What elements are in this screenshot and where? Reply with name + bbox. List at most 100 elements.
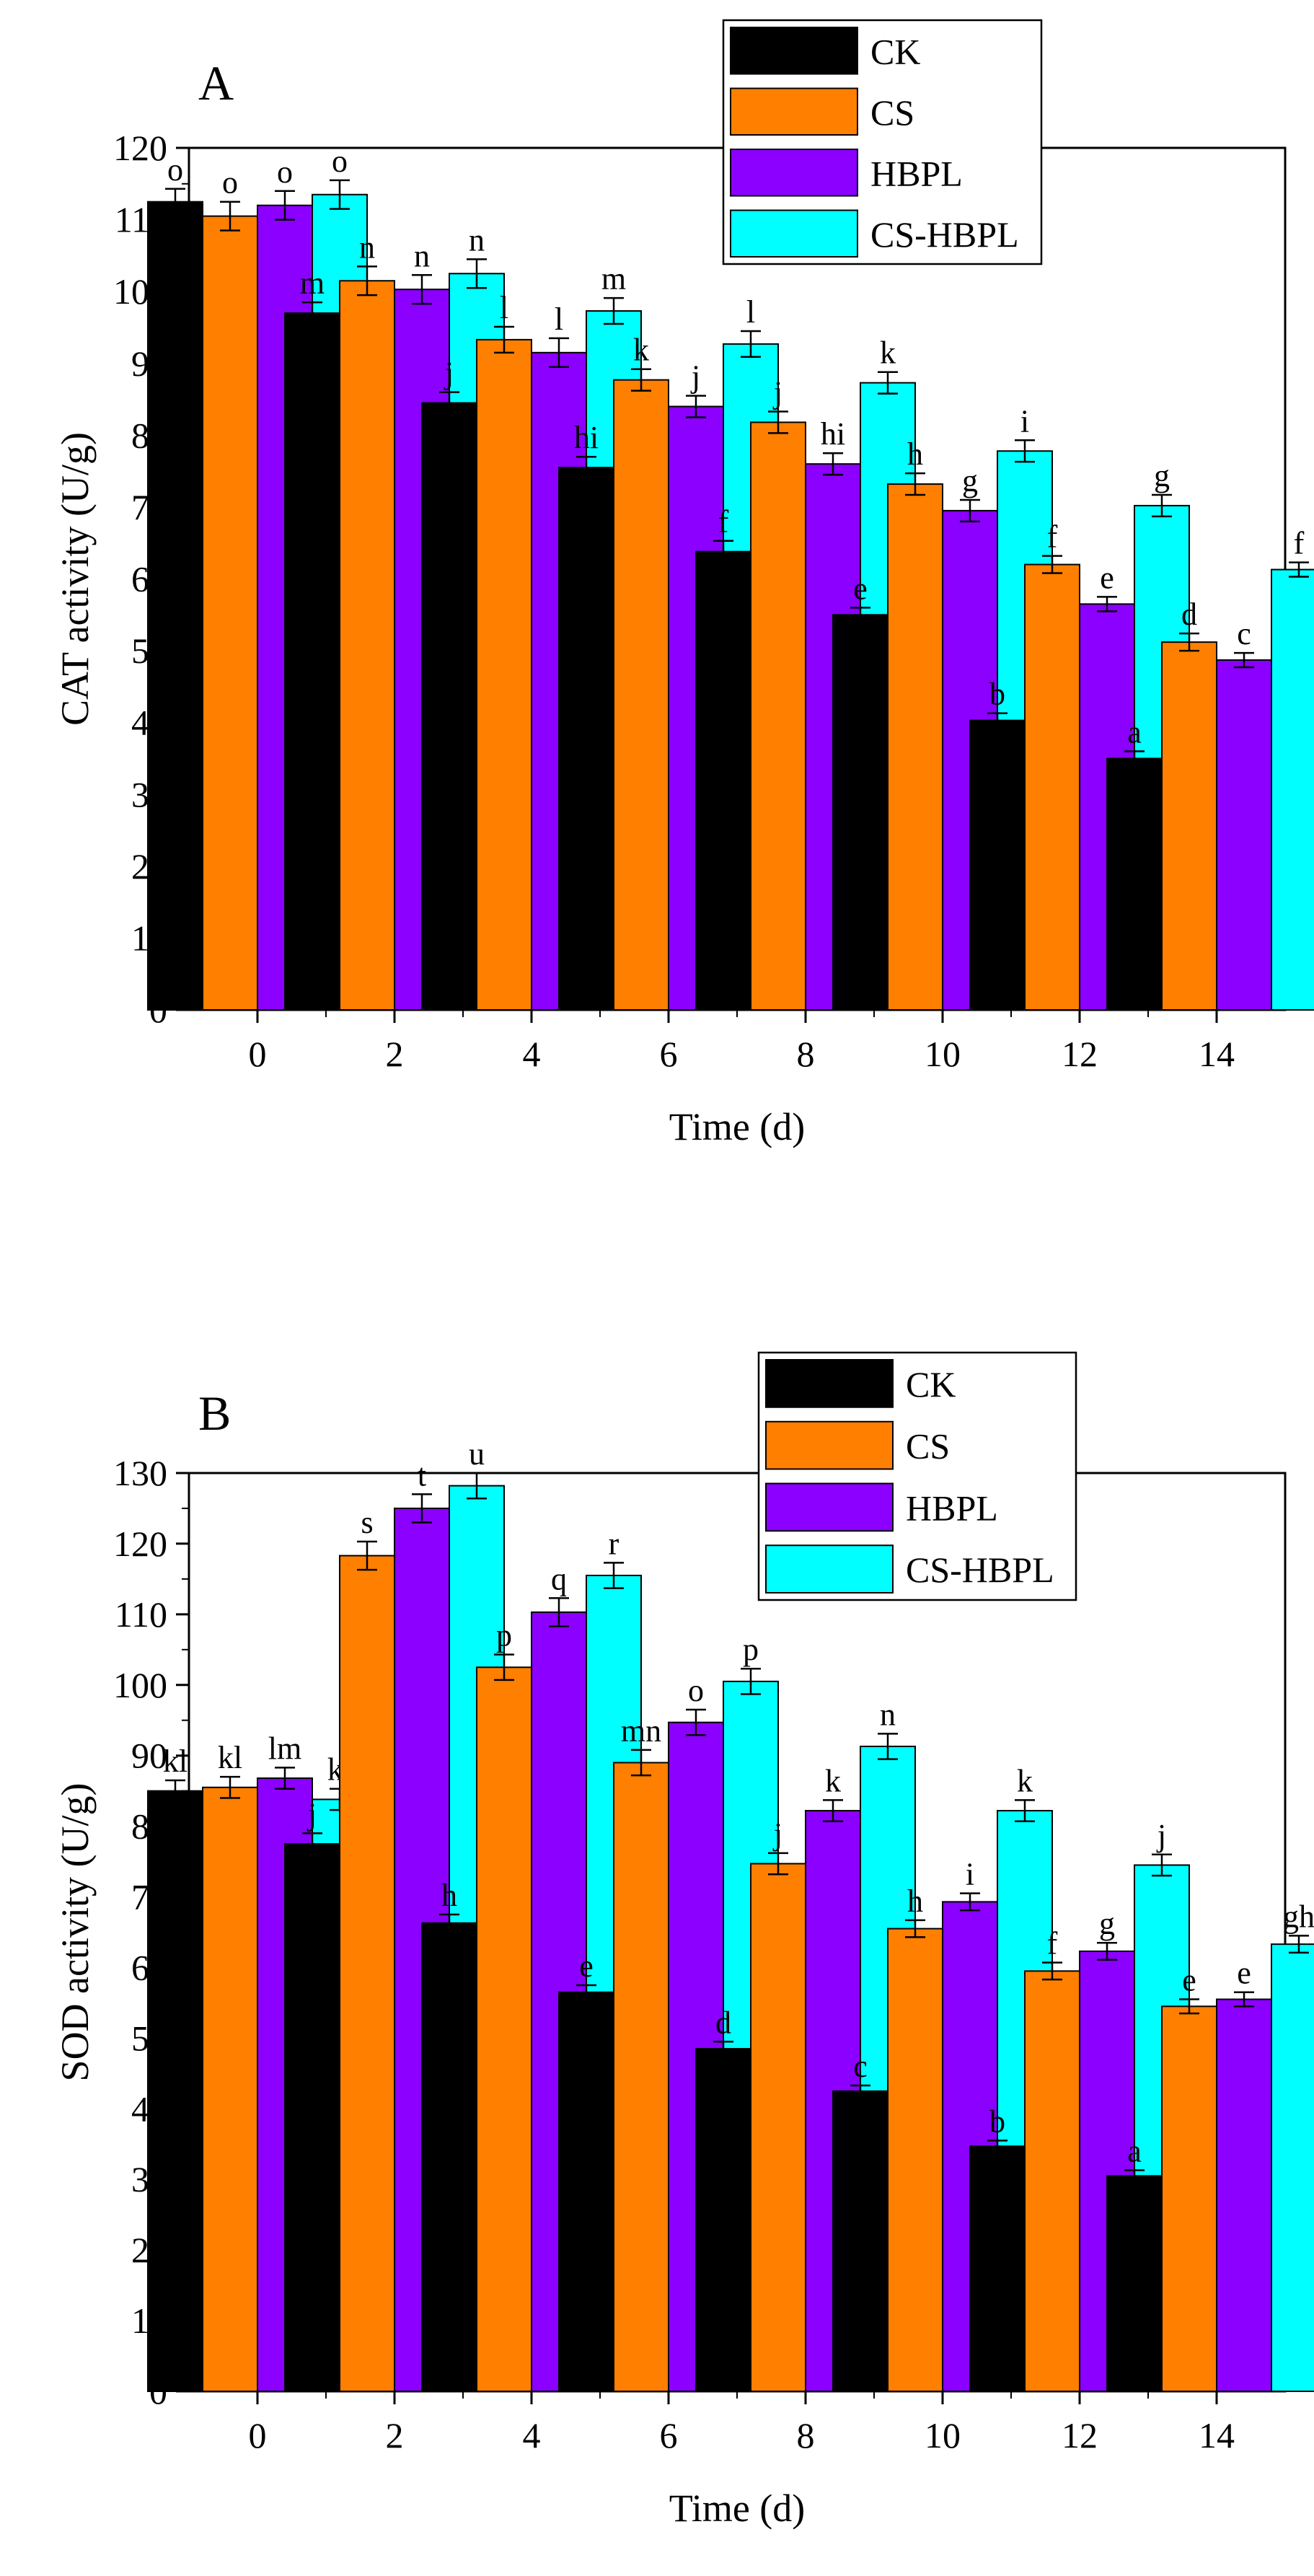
bar-ck: [284, 312, 340, 1011]
x-tick-label: 12: [1062, 1034, 1098, 1074]
bar-cs: [476, 338, 532, 1011]
bar-cs: [750, 1863, 806, 2393]
bar-cs: [1024, 1970, 1080, 2392]
bar-hbpl: [1216, 1998, 1272, 2392]
significance-letter: n: [414, 238, 430, 273]
significance-letter: a: [1127, 2134, 1142, 2169]
significance-letter: e: [579, 1948, 594, 1984]
panel-label: A: [198, 56, 234, 110]
significance-letter: hi: [821, 416, 845, 452]
y-tick-label: 90: [131, 1736, 167, 1776]
legend-label: CS-HBPL: [906, 1549, 1054, 1590]
bar-cs: [1024, 563, 1080, 1011]
legend-swatch-ck: [730, 27, 858, 75]
legend-label: HBPL: [870, 153, 963, 193]
y-tick-label: 120: [113, 128, 167, 168]
significance-letter: r: [609, 1526, 619, 1561]
bar-cs: [887, 483, 943, 1011]
significance-letter: p: [743, 1632, 759, 1667]
x-tick-label: 2: [386, 1034, 404, 1074]
x-tick-label: 2: [386, 2415, 404, 2456]
x-tick-label: 6: [660, 2415, 678, 2456]
significance-letter: g: [962, 463, 978, 498]
significance-letter: f: [1294, 526, 1305, 561]
bar-ck: [284, 1843, 340, 2393]
x-tick-label: 12: [1062, 2415, 1098, 2456]
y-tick-label: 110: [115, 1594, 167, 1635]
legend-swatch-cs-hbpl: [730, 209, 858, 258]
bar-ck: [969, 2145, 1026, 2393]
significance-letter: mn: [621, 1713, 661, 1749]
significance-letter: k: [825, 1763, 841, 1798]
bar-cs-hbpl: [1271, 568, 1314, 1011]
bar-ck: [832, 2090, 889, 2392]
significance-letter: n: [469, 222, 485, 258]
significance-letter: j: [307, 1796, 317, 1832]
significance-letter: d: [1181, 597, 1197, 632]
significance-letter: q: [551, 1561, 567, 1596]
significance-letter: kl: [163, 1744, 188, 1779]
bar-ck: [558, 467, 614, 1011]
bar-cs: [613, 379, 669, 1011]
significance-letter: o: [167, 152, 183, 188]
y-tick-label: 120: [113, 1524, 167, 1564]
significance-letter: o: [222, 165, 238, 201]
significance-letter: n: [880, 1697, 896, 1732]
legend-swatch-hbpl: [730, 149, 858, 197]
bar-ck: [1106, 757, 1163, 1011]
significance-letter: b: [989, 677, 1005, 712]
bar-cs: [887, 1927, 943, 2392]
legend: CK CS HBPL CS-HBPL: [722, 19, 1043, 265]
x-tick-label: 8: [797, 1034, 815, 1074]
bar-cs: [476, 1666, 532, 2393]
significance-letter: kl: [218, 1740, 242, 1775]
bar-ck: [969, 719, 1026, 1011]
significance-letter: e: [1237, 1956, 1251, 1991]
significance-letter: f: [718, 504, 729, 540]
significance-letter: h: [907, 1883, 923, 1919]
y-axis-title: CAT activity (U/g): [53, 432, 97, 726]
bar-cs: [1161, 2005, 1217, 2393]
significance-letter: f: [1047, 519, 1058, 555]
significance-letter: o: [332, 144, 348, 179]
x-tick-label: 4: [523, 1034, 541, 1074]
legend-swatch-cs-hbpl: [765, 1544, 894, 1593]
legend-label: CS: [906, 1426, 950, 1467]
significance-letter: c: [853, 2049, 868, 2084]
significance-letter: m: [300, 265, 325, 301]
legend-swatch-hbpl: [765, 1482, 894, 1532]
bar-ck: [695, 2048, 751, 2392]
legend: CK CS HBPL CS-HBPL: [757, 1351, 1077, 1601]
x-tick-label: 0: [249, 1034, 267, 1074]
significance-letter: e: [1100, 560, 1114, 595]
bar-cs: [202, 215, 258, 1011]
significance-letter: o: [688, 1673, 704, 1708]
x-tick-label: 6: [660, 1034, 678, 1074]
legend-label: CK: [870, 31, 920, 71]
bar-cs-hbpl: [1271, 1943, 1314, 2393]
bar-cs: [339, 280, 395, 1011]
significance-letter: u: [469, 1436, 485, 1472]
significance-letter: h: [441, 1878, 457, 1913]
y-axis-title: SOD activity (U/g): [53, 1783, 97, 2082]
x-tick-label: 8: [797, 2415, 815, 2456]
significance-letter: hi: [574, 420, 599, 455]
significance-letter: j: [1156, 1818, 1166, 1853]
legend-label: HBPL: [906, 1487, 998, 1528]
significance-letter: lm: [268, 1731, 301, 1766]
legend-swatch-ck: [765, 1359, 894, 1408]
significance-letter: n: [359, 229, 375, 265]
significance-letter: gh: [1283, 1899, 1314, 1934]
significance-letter: m: [601, 261, 626, 296]
chart-b: 0102030405060708090100110120130SOD activ…: [53, 1351, 1314, 2530]
y-tick-label: 130: [113, 1453, 167, 1493]
x-tick-label: 14: [1199, 2415, 1235, 2456]
x-tick-label: 14: [1199, 1034, 1235, 1074]
chart-a: 0102030405060708090100110120CAT activity…: [53, 19, 1314, 1148]
bar-ck: [421, 1922, 477, 2392]
significance-letter: j: [444, 356, 454, 391]
significance-letter: e: [1182, 1963, 1196, 1998]
significance-letter: l: [746, 294, 755, 330]
bar-cs: [202, 1786, 258, 2393]
bar-cs: [339, 1555, 395, 2393]
